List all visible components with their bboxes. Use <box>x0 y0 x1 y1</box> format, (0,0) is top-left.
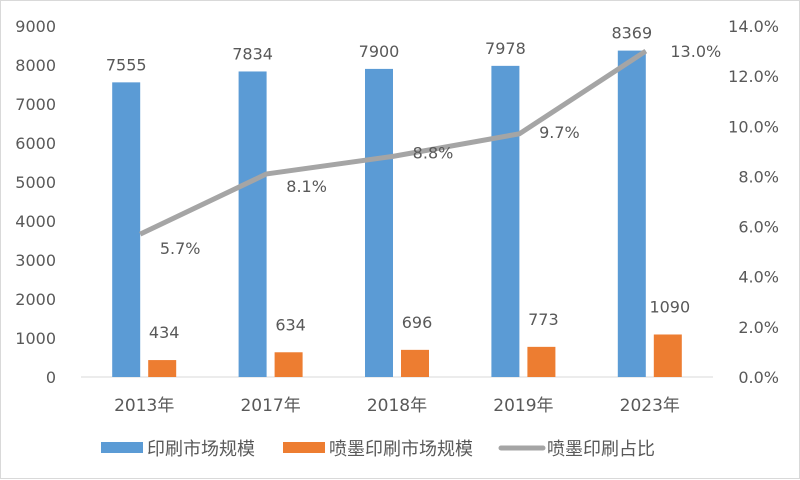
y2-tick-label: 14.0% <box>728 17 779 36</box>
x-tick-label: 2017年 <box>240 396 300 416</box>
line-data-label: 5.7% <box>160 239 201 258</box>
bar-印刷市场规模 <box>617 50 646 377</box>
data-label: 7834 <box>232 44 273 63</box>
line-data-label: 9.7% <box>539 123 580 142</box>
y2-tick-label: 12.0% <box>728 67 779 86</box>
data-label: 7900 <box>359 42 400 61</box>
y-tick-label: 9000 <box>15 17 56 36</box>
y2-tick-label: 0.0% <box>738 368 779 387</box>
y2-tick-label: 10.0% <box>728 117 779 136</box>
y-tick-label: 8000 <box>15 56 56 75</box>
legend-label: 喷墨印刷占比 <box>547 439 655 460</box>
data-label: 634 <box>275 315 306 334</box>
data-label: 696 <box>402 313 433 332</box>
data-label: 1090 <box>649 297 690 316</box>
data-label: 8369 <box>611 24 652 43</box>
bar-喷墨印刷市场规模 <box>274 352 303 377</box>
y-tick-label: 3000 <box>15 251 56 270</box>
legend-swatch <box>283 442 325 453</box>
y2-tick-label: 6.0% <box>738 218 779 237</box>
bar-印刷市场规模 <box>238 71 267 377</box>
y2-tick-label: 4.0% <box>738 268 779 287</box>
y-tick-label: 0 <box>46 368 56 387</box>
legend-swatch <box>101 442 143 453</box>
line-data-label: 8.8% <box>413 143 454 162</box>
y-tick-label: 6000 <box>15 134 56 153</box>
x-tick-label: 2018年 <box>367 396 427 416</box>
data-label: 773 <box>528 310 559 329</box>
legend-label: 喷墨印刷市场规模 <box>329 439 473 460</box>
y-tick-label: 4000 <box>15 212 56 231</box>
y-tick-label: 7000 <box>15 95 56 114</box>
line-data-label: 13.0% <box>670 42 721 61</box>
x-tick-label: 2023年 <box>620 396 680 416</box>
bar-喷墨印刷市场规模 <box>653 334 682 377</box>
bar-喷墨印刷市场规模 <box>401 349 429 377</box>
y-tick-label: 5000 <box>15 173 56 192</box>
line-data-label: 8.1% <box>286 177 327 196</box>
y-tick-label: 1000 <box>15 329 56 348</box>
y-tick-label: 2000 <box>15 290 56 309</box>
data-label: 7978 <box>485 39 526 58</box>
y2-tick-label: 2.0% <box>738 318 779 337</box>
data-label: 434 <box>149 323 180 342</box>
x-tick-label: 2013年 <box>114 396 174 416</box>
bar-喷墨印刷市场规模 <box>148 360 177 377</box>
legend-label: 印刷市场规模 <box>147 439 255 460</box>
bar-印刷市场规模 <box>491 65 520 377</box>
data-label: 7555 <box>106 55 147 74</box>
bar-印刷市场规模 <box>112 82 141 377</box>
y2-tick-label: 8.0% <box>738 167 779 186</box>
x-tick-label: 2019年 <box>493 396 553 416</box>
bar-印刷市场规模 <box>365 68 393 378</box>
line-喷墨印刷占比 <box>139 48 648 237</box>
bar-喷墨印刷市场规模 <box>527 346 556 377</box>
